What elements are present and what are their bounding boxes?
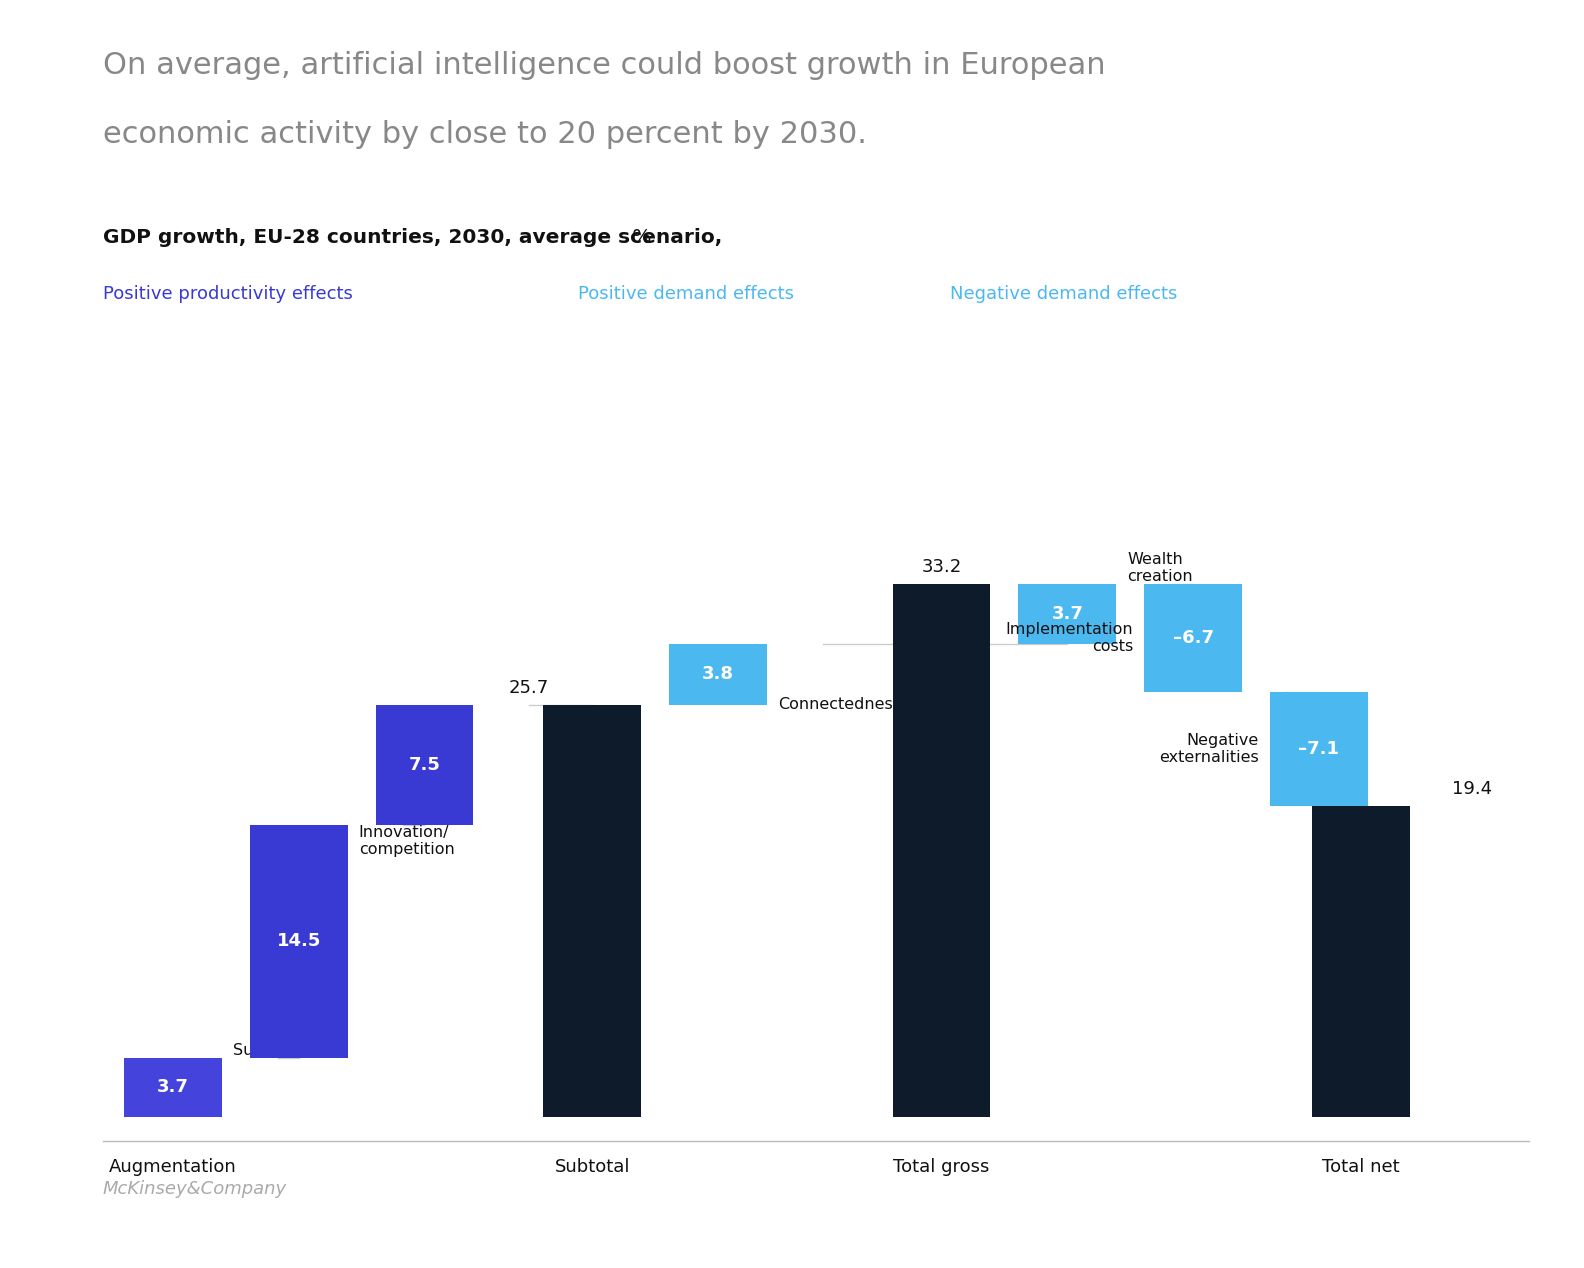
Text: –6.7: –6.7 [1172,629,1213,647]
Text: 33.2: 33.2 [922,558,961,576]
Text: 3.7: 3.7 [157,1078,188,1097]
Text: Negative demand effects: Negative demand effects [950,285,1178,303]
Bar [1144,585,1242,692]
Text: Innovation/
competition: Innovation/ competition [358,825,455,857]
Text: economic activity by close to 20 percent by 2030.: economic activity by close to 20 percent… [103,120,866,150]
Text: 3.7: 3.7 [1052,605,1083,623]
Text: Positive productivity effects: Positive productivity effects [103,285,353,303]
Text: 3.8: 3.8 [702,666,733,683]
Bar [1312,805,1410,1117]
Text: 14.5: 14.5 [277,932,322,951]
Bar [375,705,474,825]
Text: Connectedness: Connectedness [778,697,901,713]
Bar [668,644,767,705]
Text: McKinsey&Company: McKinsey&Company [103,1181,287,1198]
Bar [1019,585,1117,644]
Text: Substitution: Substitution [233,1042,329,1058]
Bar [543,705,642,1117]
Text: Positive demand effects: Positive demand effects [578,285,794,303]
Text: 7.5: 7.5 [409,756,440,773]
Bar [250,825,347,1058]
Text: %: % [626,228,651,247]
Bar [1270,692,1369,805]
Text: –7.1: –7.1 [1299,739,1340,758]
Bar [124,1058,222,1117]
Text: Wealth
creation: Wealth creation [1128,552,1193,585]
Text: Implementation
costs: Implementation costs [1006,621,1133,654]
Text: GDP growth, EU-28 countries, 2030, average scenario,: GDP growth, EU-28 countries, 2030, avera… [103,228,722,247]
Text: On average, artificial intelligence could boost growth in European: On average, artificial intelligence coul… [103,51,1106,80]
Text: 19.4: 19.4 [1451,780,1492,798]
Text: 25.7: 25.7 [508,678,548,696]
Text: Negative
externalities: Negative externalities [1159,733,1259,765]
Bar [893,585,990,1117]
